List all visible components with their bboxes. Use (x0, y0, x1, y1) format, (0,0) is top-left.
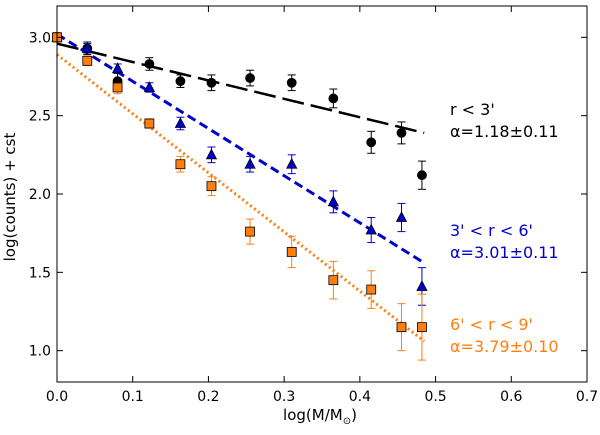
y-tick-label: 2.5 (29, 109, 51, 125)
axis-ticks: 0.0 0.1 0.2 0.3 0.4 0.5 0.6 0.7 1.0 1.5 2.0 2.5 3.0 (29, 6, 598, 405)
data-point-square (175, 159, 186, 170)
data-point-triangle (286, 157, 298, 169)
legend-alpha-r3-6: α=3.01±0.11 (450, 243, 559, 262)
data-point-triangle (365, 223, 377, 235)
data-point-square (286, 247, 297, 257)
data-point-triangle (205, 148, 218, 160)
x-tick-label: 0.4 (349, 389, 371, 405)
legend-alpha-r6-9: α=3.79±0.10 (450, 337, 559, 356)
data-point-square (328, 275, 339, 286)
data-point-circle (286, 77, 297, 88)
data-point-square (245, 226, 255, 237)
x-axis-label: log(M/M⊙) (283, 406, 357, 427)
data-point-square (396, 322, 407, 333)
data-point-circle (417, 170, 427, 181)
data-point-square (417, 322, 427, 333)
data-point-circle (328, 93, 339, 104)
x-tick-label: 0.2 (197, 389, 219, 405)
x-axis-label-close: ) (351, 406, 357, 424)
legend-label-r6-9: 6' < r < 9' (450, 315, 533, 334)
y-tick-label: 1.5 (29, 265, 51, 281)
data-point-square (82, 55, 93, 66)
data-point-circle (245, 73, 255, 83)
x-tick-label: 0.1 (122, 389, 144, 405)
x-tick-label: 0.3 (273, 389, 295, 405)
x-tick-label: 0.5 (424, 389, 446, 405)
data-point-triangle (174, 117, 187, 128)
x-axis-label-sub: ⊙ (343, 416, 351, 427)
data-point-circle (366, 137, 377, 148)
x-axis-label-main: log(M/M (283, 406, 343, 424)
y-tick-label: 1.0 (29, 344, 51, 360)
data-point-circle (175, 76, 186, 87)
data-point-square (112, 82, 123, 93)
data-point-triangle (111, 62, 124, 74)
x-tick-label: 0.6 (500, 389, 522, 405)
fit-line-circle (56, 42, 425, 135)
data-point-triangle (81, 41, 93, 53)
data-point-circle (144, 59, 155, 69)
data-point-circle (396, 127, 407, 138)
data-point-triangle (416, 280, 428, 291)
data-point-triangle (395, 211, 408, 222)
legend-label-r3: r < 3' (450, 100, 495, 119)
x-tick-label: 0.0 (46, 389, 68, 405)
data-point-triangle (327, 195, 340, 207)
data-point-square (144, 118, 155, 129)
legend-label-r3-6: 3' < r < 6' (450, 221, 533, 240)
data-point-square (206, 181, 217, 192)
data-point-circle (206, 77, 217, 88)
y-axis-label: log(counts) + cst (1, 133, 19, 262)
data-point-triangle (143, 81, 156, 92)
legend-alpha-r3: α=1.18±0.11 (450, 122, 559, 141)
y-tick-label: 3.0 (29, 30, 51, 46)
data-point-square (366, 284, 377, 295)
x-tick-label: 0.7 (576, 389, 598, 405)
data-point-triangle (244, 157, 256, 169)
y-tick-label: 2.0 (29, 187, 51, 203)
